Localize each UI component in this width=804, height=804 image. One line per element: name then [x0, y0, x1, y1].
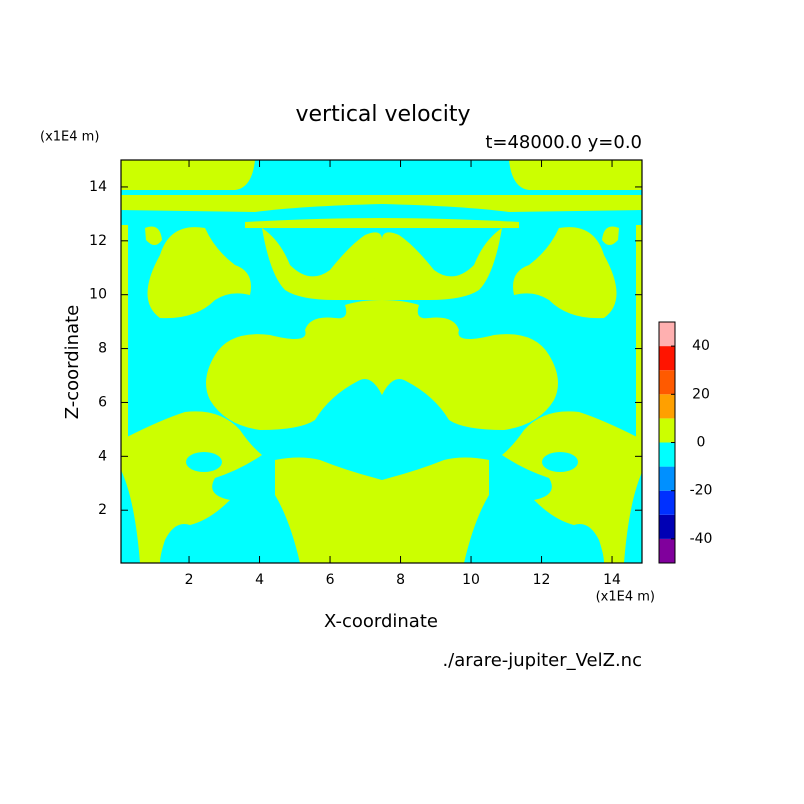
x-tick-label: 12 [533, 572, 551, 588]
y-tick-label: 2 [98, 502, 107, 518]
y-unit: (x1E4 m) [40, 130, 99, 145]
x-tick-label: 14 [603, 572, 621, 588]
y-tick-label: 14 [89, 179, 107, 195]
y-tick-label: 12 [89, 233, 107, 249]
colorbar-band [659, 346, 675, 371]
colorbar-tick-label: -40 [690, 531, 713, 547]
y-tick-label: 8 [98, 341, 107, 357]
colorbar-band [659, 394, 675, 419]
y-tick-label: 4 [98, 448, 107, 464]
colorbar-band [659, 490, 675, 515]
colorbar-band [659, 538, 675, 563]
chart-title: vertical velocity [295, 102, 470, 127]
colorbar-tick-label: -20 [690, 483, 713, 499]
x-unit: (x1E4 m) [596, 590, 655, 605]
y-axis-label: Z-coordinate [62, 305, 83, 420]
x-tick-label: 8 [396, 572, 405, 588]
source-file: ./arare-jupiter_VelZ.nc [442, 650, 642, 671]
x-tick-label: 6 [326, 572, 335, 588]
negative-region [542, 452, 578, 472]
x-tick-label: 2 [185, 572, 194, 588]
chart-subtitle: t=48000.0 y=0.0 [485, 132, 642, 153]
colorbar-tick-label: 20 [692, 386, 710, 402]
negative-region [186, 452, 222, 472]
colorbar-band [659, 370, 675, 395]
x-tick-label: 10 [462, 572, 480, 588]
contour-field [121, 160, 642, 563]
colorbar-tick-label: 0 [697, 435, 706, 451]
colorbar-band [659, 442, 675, 467]
positive-regions [121, 160, 642, 563]
colorbar-band [659, 322, 675, 347]
y-tick-label: 10 [89, 287, 107, 303]
x-axis-label: X-coordinate [324, 611, 438, 632]
colorbar-tick-label: 40 [692, 338, 710, 354]
colorbar-band [659, 514, 675, 539]
plot-frame [120, 159, 643, 564]
colorbar-band [659, 466, 675, 491]
colorbar-band [659, 418, 675, 443]
x-tick-label: 4 [255, 572, 264, 588]
y-tick-label: 6 [98, 394, 107, 410]
